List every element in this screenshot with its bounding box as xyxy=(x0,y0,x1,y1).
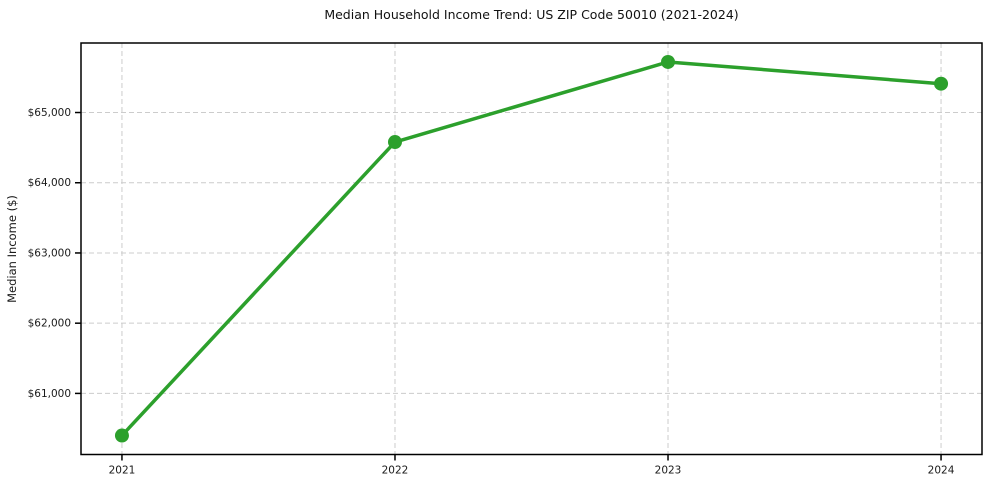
x-tick-label: 2024 xyxy=(928,465,955,477)
x-tick-label: 2022 xyxy=(382,465,409,477)
chart-title: Median Household Income Trend: US ZIP Co… xyxy=(324,7,739,22)
data-point xyxy=(387,135,402,150)
tick-labels-layer: $61,000 $62,000 $63,000 $64,000 $65,000 2021 2… xyxy=(28,107,955,476)
y-tick-label: $61,000 xyxy=(28,388,71,400)
y-axis-label: Median Income ($) xyxy=(5,195,19,303)
y-tick-label: $64,000 xyxy=(28,177,71,189)
axes-layer xyxy=(75,42,983,461)
data-series-layer xyxy=(114,54,949,443)
trend-line xyxy=(120,60,943,438)
data-point xyxy=(114,428,129,443)
plot-frame xyxy=(80,42,983,456)
y-tick-label: $62,000 xyxy=(28,318,71,330)
data-point xyxy=(661,54,676,69)
x-tick-label: 2021 xyxy=(109,465,136,477)
data-point xyxy=(934,76,949,91)
x-tick-label: 2023 xyxy=(655,465,682,477)
y-tick-label: $63,000 xyxy=(28,247,71,259)
y-tick-label: $65,000 xyxy=(28,107,71,119)
gridlines-layer xyxy=(81,43,982,455)
